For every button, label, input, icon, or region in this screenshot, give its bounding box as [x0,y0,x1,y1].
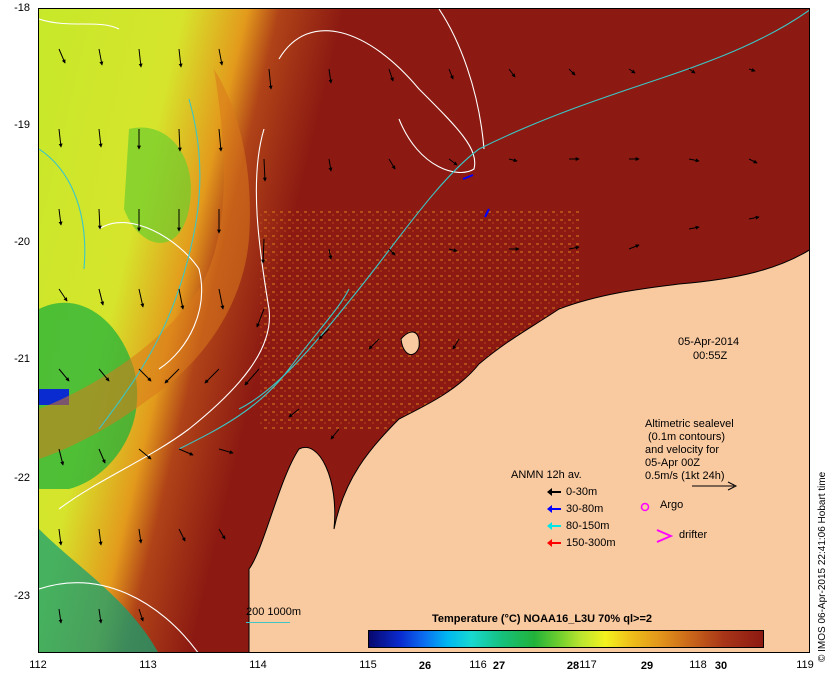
altimetry-note-line: 05-Apr 00Z [645,457,701,469]
scale-arrow-icon [692,481,738,491]
cool-water-patch [39,529,158,652]
x-tick-label: 112 [29,659,47,671]
arrow-left-icon [547,539,561,548]
altimetry-note-line: Altimetric sealevel [645,418,734,430]
isobath-legend-label: 200 1000m [246,606,302,618]
argo-circle-icon [640,502,650,512]
x-tick-label: 116 [469,659,487,671]
land-mass [248,249,809,652]
colorbar-title: Temperature (°C) NOAA16_L3U 70% ql>=2 [432,613,652,625]
x-tick-label: 118 [689,659,707,671]
y-tick-label: -20 [14,236,30,248]
arrow-left-icon [547,522,561,531]
argo-label: Argo [660,499,684,511]
y-tick-label: -22 [14,472,30,484]
x-tick-label: 117 [579,659,597,671]
legend-item-label: 150-300m [566,537,616,549]
mooring-legend-item: 150-300m [546,537,616,549]
frontal-band [39,69,250,459]
credit-text: © IMOS 06-Apr-2015 22:41:06 Hobart time [817,471,828,662]
altimetry-note-line: (0.1m contours) [648,431,726,443]
cool-water-patch [124,127,191,243]
arrow-left-icon [547,505,561,514]
velocity-arrows [58,48,760,624]
colorbar-tick: 30 [714,660,728,672]
mooring-legend-title: ANMN 12h av. [511,469,582,481]
sst-map-canvas [39,9,809,652]
altimetry-note-line: 0.5m/s (1kt 24h) [645,470,725,482]
mooring-arrow [462,174,474,180]
mooring-arrow [484,208,490,218]
isobath-legend-line [246,622,290,623]
x-tick-label: 119 [796,659,814,671]
legend-item-label: 30-80m [566,503,604,515]
y-tick-label: -19 [14,119,30,131]
mooring-legend-item: 30-80m [546,503,603,515]
colorbar-tick: 28 [566,660,580,672]
island [400,331,420,355]
colorbar-tick: 26 [418,660,432,672]
sst-map [38,8,810,653]
x-tick-label: 113 [139,659,157,671]
temperature-colorbar [368,630,764,648]
x-tick-label: 115 [359,659,377,671]
x-tick-label: 114 [249,659,267,671]
y-tick-label: -23 [14,590,30,602]
legend-item-label: 0-30m [566,486,598,498]
altimetry-note-line: and velocity for [645,444,719,456]
drifter-label: drifter [679,529,708,541]
legend-item-label: 80-150m [566,520,610,532]
y-tick-label: -21 [14,353,30,365]
mooring-legend-item: 0-30m [546,486,597,498]
colorbar-tick: 27 [492,660,506,672]
drifter-chevron-icon [656,529,674,543]
sealevel-contours [39,9,485,652]
mooring-legend-item: 80-150m [546,520,609,532]
arrow-left-icon [547,488,561,497]
y-tick-label: -18 [14,2,30,14]
timestamp-time: 00:55Z [693,350,728,362]
timestamp-date: 05-Apr-2014 [678,336,740,348]
colorbar-tick: 29 [640,660,654,672]
